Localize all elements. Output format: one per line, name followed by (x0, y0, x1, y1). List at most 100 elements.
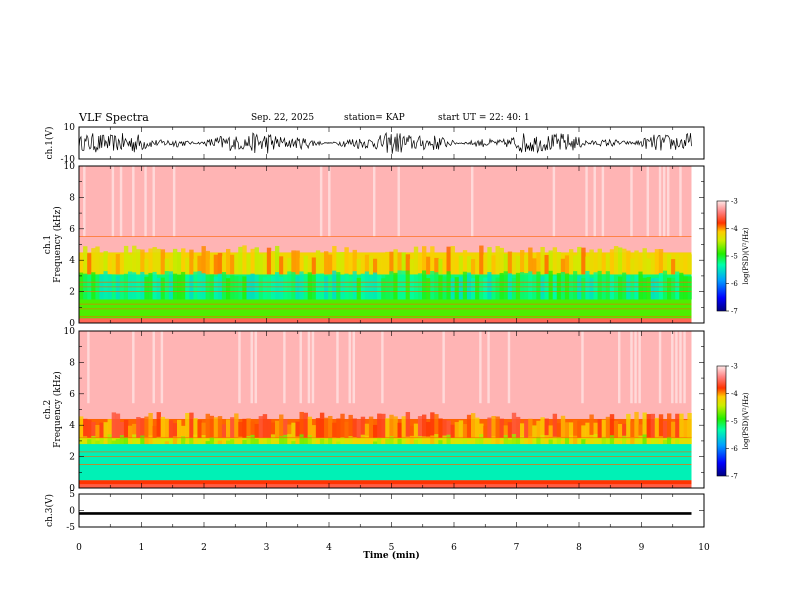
texture-cell (254, 438, 259, 445)
texture-cell (618, 276, 623, 300)
texture-cell (536, 271, 541, 300)
texture-cell (262, 277, 268, 300)
texture-cell (152, 166, 155, 237)
texture-cell (234, 413, 239, 438)
texture-cell (368, 275, 374, 300)
texture-cell (270, 251, 276, 275)
texture-cell (364, 271, 370, 300)
texture-cell (164, 441, 170, 445)
texture-cell (377, 255, 382, 275)
texture-cell (389, 251, 394, 275)
texture-cell (283, 419, 288, 438)
texture-cell (246, 253, 251, 275)
texture-cell (303, 437, 308, 445)
texture-cell (185, 440, 190, 445)
texture-cell (373, 441, 378, 445)
texture-cell (123, 437, 129, 445)
texture-cell (642, 434, 647, 445)
y-tick-label: 0 (69, 507, 75, 517)
texture-cell (528, 418, 533, 438)
texture-cell (520, 436, 525, 445)
y-tick-label: 2 (69, 453, 75, 463)
texture-cell (258, 438, 264, 445)
texture-cell (91, 421, 96, 438)
texture-cell (417, 273, 423, 300)
y-tick-label: 8 (69, 358, 75, 368)
texture-cell (475, 275, 480, 300)
texture-cell (99, 437, 104, 445)
start-time-label: start UT = 22: 40: 1 (438, 113, 530, 123)
texture-cell (368, 437, 374, 445)
texture-cell (324, 251, 329, 275)
texture-cell (99, 255, 104, 275)
texture-cell (634, 440, 639, 445)
texture-cell (458, 441, 464, 445)
texture-cell (181, 436, 186, 445)
texture-cell (479, 276, 484, 300)
texture-cell (646, 277, 651, 300)
texture-cell (332, 437, 337, 445)
texture-cell (683, 257, 688, 275)
texture-cell (344, 247, 349, 275)
texture-cell (544, 435, 549, 445)
texture-cell (683, 420, 688, 438)
texture-cell (364, 435, 370, 445)
ch1-spectrogram (79, 166, 692, 323)
texture-cell (148, 248, 153, 275)
x-tick-label: 0 (76, 543, 82, 553)
texture-cell (560, 258, 566, 275)
texture-cell (466, 414, 472, 438)
texture-cell (234, 276, 239, 300)
texture-cell (675, 331, 678, 404)
texture-cell (328, 166, 331, 237)
texture-cell (209, 415, 215, 438)
texture-cell (393, 439, 398, 445)
texture-cell (491, 436, 496, 445)
texture-cell (226, 248, 231, 275)
texture-cell (507, 439, 513, 445)
texture-cell (83, 246, 88, 275)
texture-cell (160, 249, 166, 275)
texture-cell (662, 166, 666, 237)
texture-cell (401, 252, 406, 275)
y-tick-label: 10 (64, 162, 76, 172)
texture-cell (507, 331, 511, 404)
texture-cell (103, 422, 108, 438)
ch1-spectrogram-low-band (79, 319, 692, 323)
texture-cell (295, 250, 300, 275)
texture-cell (409, 259, 415, 275)
texture-cell (226, 278, 231, 300)
texture-cell (442, 419, 447, 438)
texture-cell (279, 276, 284, 300)
texture-cell (524, 438, 529, 445)
texture-cell (291, 441, 296, 445)
texture-cell (564, 437, 570, 445)
texture-cell (683, 331, 686, 404)
texture-cell (638, 256, 643, 275)
texture-cell (409, 425, 415, 438)
texture-cell (319, 438, 325, 445)
texture-cell (315, 250, 321, 275)
texture-cell (103, 271, 108, 300)
x-axis-label: Time (min) (363, 550, 420, 561)
texture-cell (385, 251, 390, 275)
texture-cell (466, 441, 472, 445)
texture-cell (577, 246, 582, 275)
texture-cell (650, 413, 656, 438)
texture-cell (246, 436, 251, 445)
ch2-spectrogram-low-band (79, 484, 692, 488)
texture-cell (422, 246, 427, 275)
texture-cell (675, 254, 680, 275)
texture-cell (446, 434, 451, 445)
texture-cell (609, 249, 615, 275)
texture-cell (577, 275, 582, 300)
texture-cell (475, 438, 480, 445)
texture-cell (336, 441, 341, 445)
x-tick-label: 3 (264, 543, 270, 553)
texture-cell (119, 435, 125, 445)
texture-cell (91, 248, 96, 275)
y-tick-label: 4 (69, 421, 75, 431)
texture-cell (430, 412, 435, 438)
texture-cell (303, 255, 308, 275)
